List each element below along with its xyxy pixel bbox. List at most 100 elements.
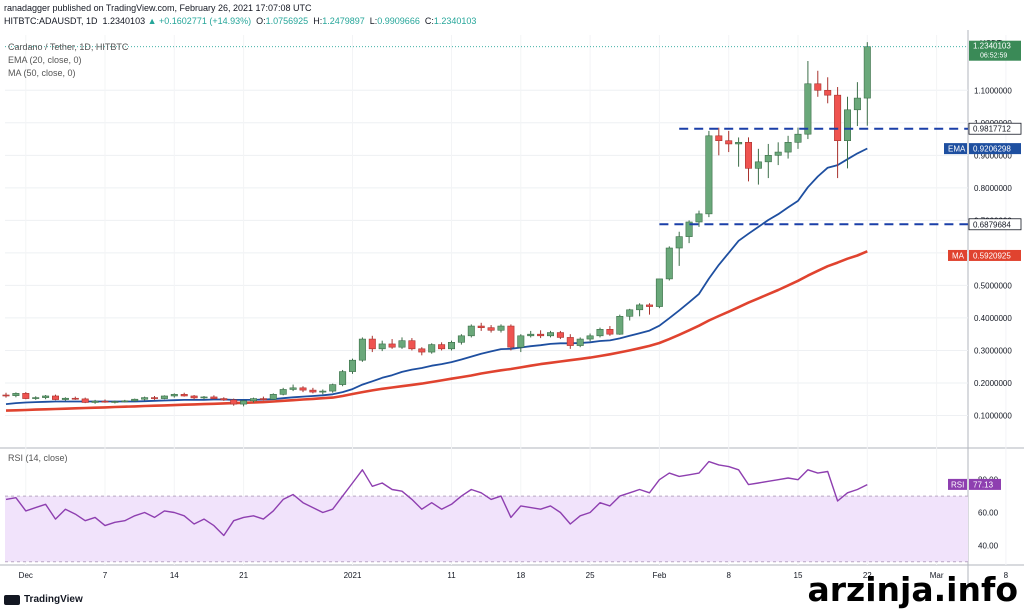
ma-line bbox=[5, 250, 868, 412]
candle-body bbox=[814, 83, 822, 91]
candle-body bbox=[705, 135, 713, 215]
price-tick-label: 0.5000000 bbox=[974, 281, 1012, 290]
candle-body bbox=[655, 278, 663, 307]
time-tick-label: 15 bbox=[794, 571, 803, 580]
candle-body bbox=[22, 393, 30, 399]
candle-body bbox=[824, 89, 832, 96]
support-level-tag: 0.6879684 bbox=[973, 220, 1011, 229]
rsi-tick-label: 60.00 bbox=[978, 509, 999, 518]
price-tick-label: 0.9000000 bbox=[974, 151, 1012, 160]
rsi-line bbox=[5, 460, 868, 537]
price-tick-label: 0.1000000 bbox=[974, 411, 1012, 420]
low-value: 0.9909666 bbox=[377, 16, 420, 26]
ma-legend[interactable]: MA (50, close, 0) bbox=[8, 68, 76, 78]
up-arrow-icon: ▲ bbox=[147, 16, 157, 26]
candle-body bbox=[467, 325, 475, 337]
price-tick-label: 1.1000000 bbox=[974, 86, 1012, 95]
rsi-series bbox=[5, 460, 868, 537]
candle-body bbox=[834, 94, 842, 141]
candle-body bbox=[339, 371, 347, 385]
time-tick-label: 22 bbox=[863, 571, 872, 580]
time-tick-label: Mar bbox=[930, 571, 944, 580]
candle-body bbox=[418, 348, 426, 353]
candle-body bbox=[497, 325, 505, 331]
candle-body bbox=[447, 342, 455, 350]
candle-body bbox=[160, 395, 168, 399]
countdown-tag: 06:52:59 bbox=[980, 53, 1007, 60]
ema-value-tag: 0.9206298 bbox=[973, 145, 1011, 154]
candle-body bbox=[61, 397, 69, 400]
candle-body bbox=[636, 304, 644, 311]
candle-body bbox=[527, 333, 535, 337]
candle-body bbox=[764, 155, 772, 163]
chart-title[interactable]: Cardano / Tether, 1D, HITBTC bbox=[8, 42, 129, 52]
tradingview-logo[interactable]: TradingView bbox=[4, 594, 83, 605]
candle-body bbox=[81, 398, 89, 403]
rsi-value-tag-bg bbox=[969, 478, 1001, 490]
resistance-level-tag-border bbox=[968, 122, 1022, 135]
time-tick-label: 8 bbox=[1004, 571, 1009, 580]
high-value: 1.2479897 bbox=[322, 16, 365, 26]
candle-body bbox=[695, 213, 703, 223]
candle-body bbox=[319, 390, 327, 393]
candle-body bbox=[477, 325, 485, 328]
candle-body bbox=[279, 389, 287, 395]
candle-body bbox=[329, 384, 337, 392]
rsi-legend[interactable]: RSI (14, close) bbox=[8, 453, 68, 463]
candle-body bbox=[2, 394, 10, 397]
candle-body bbox=[754, 161, 762, 169]
candle-body bbox=[715, 135, 723, 141]
resistance-level-tag-bg bbox=[969, 123, 1021, 135]
candle-body bbox=[784, 142, 792, 153]
candle-body bbox=[210, 396, 218, 399]
price-tick-label: 0.3000000 bbox=[974, 346, 1012, 355]
level-lines bbox=[5, 46, 968, 226]
candle-body bbox=[180, 394, 188, 397]
candle-body bbox=[309, 389, 317, 393]
candle-body bbox=[269, 394, 277, 400]
candle-body bbox=[517, 335, 525, 348]
candle-body bbox=[596, 329, 604, 337]
candle-body bbox=[735, 142, 743, 145]
support-level-tag-bg bbox=[969, 218, 1021, 230]
watermark: arzinja.info bbox=[807, 570, 1018, 609]
candle-body bbox=[853, 97, 861, 111]
ema-legend[interactable]: EMA (20, close, 0) bbox=[8, 55, 82, 65]
candle-body bbox=[388, 343, 396, 348]
candle-body bbox=[665, 247, 673, 280]
candle-body bbox=[348, 359, 356, 372]
candle-body bbox=[170, 394, 178, 397]
ma-value-tag-bg bbox=[969, 249, 1021, 261]
ma-value-tag: 0.5920925 bbox=[973, 251, 1011, 260]
time-tick-label: 14 bbox=[170, 571, 179, 580]
tradingview-brand: TradingView bbox=[24, 594, 83, 605]
symbol-ohlc-line: HITBTC:ADAUSDT, 1D 1.2340103 ▲ +0.160277… bbox=[4, 16, 476, 26]
candle-body bbox=[457, 335, 465, 343]
time-tick-label: 2021 bbox=[344, 571, 362, 580]
ema-series bbox=[5, 147, 868, 405]
rsi-value-tag: 77.13 bbox=[973, 480, 994, 489]
ma-tag-label-bg bbox=[948, 249, 967, 261]
candle-body bbox=[438, 344, 446, 350]
time-tick-label: Dec bbox=[19, 571, 33, 580]
time-axis[interactable]: Dec 7 14 21 2021 11 18 25 Feb 8 15 22 Mar 8 bbox=[19, 571, 1009, 580]
symbol-label: HITBTC:ADAUSDT, 1D bbox=[4, 16, 98, 26]
time-tick-label: 11 bbox=[447, 571, 456, 580]
candle-body bbox=[230, 399, 238, 405]
candle-body bbox=[131, 398, 139, 402]
candle-body bbox=[190, 395, 198, 399]
candle-body bbox=[299, 387, 307, 391]
price-tick-label: 0.4000000 bbox=[974, 314, 1012, 323]
candle-body bbox=[744, 142, 752, 169]
candle-body bbox=[863, 46, 871, 99]
candle-body bbox=[645, 304, 653, 307]
candle-body bbox=[12, 393, 20, 396]
candle-body bbox=[71, 397, 79, 400]
tradingview-logo-icon bbox=[4, 594, 20, 605]
candle-body bbox=[250, 398, 258, 402]
publisher-line: ranadagger published on TradingView.com,… bbox=[4, 3, 312, 13]
candle-body bbox=[151, 397, 159, 399]
candle-body bbox=[141, 397, 149, 400]
candle-body bbox=[408, 340, 416, 350]
